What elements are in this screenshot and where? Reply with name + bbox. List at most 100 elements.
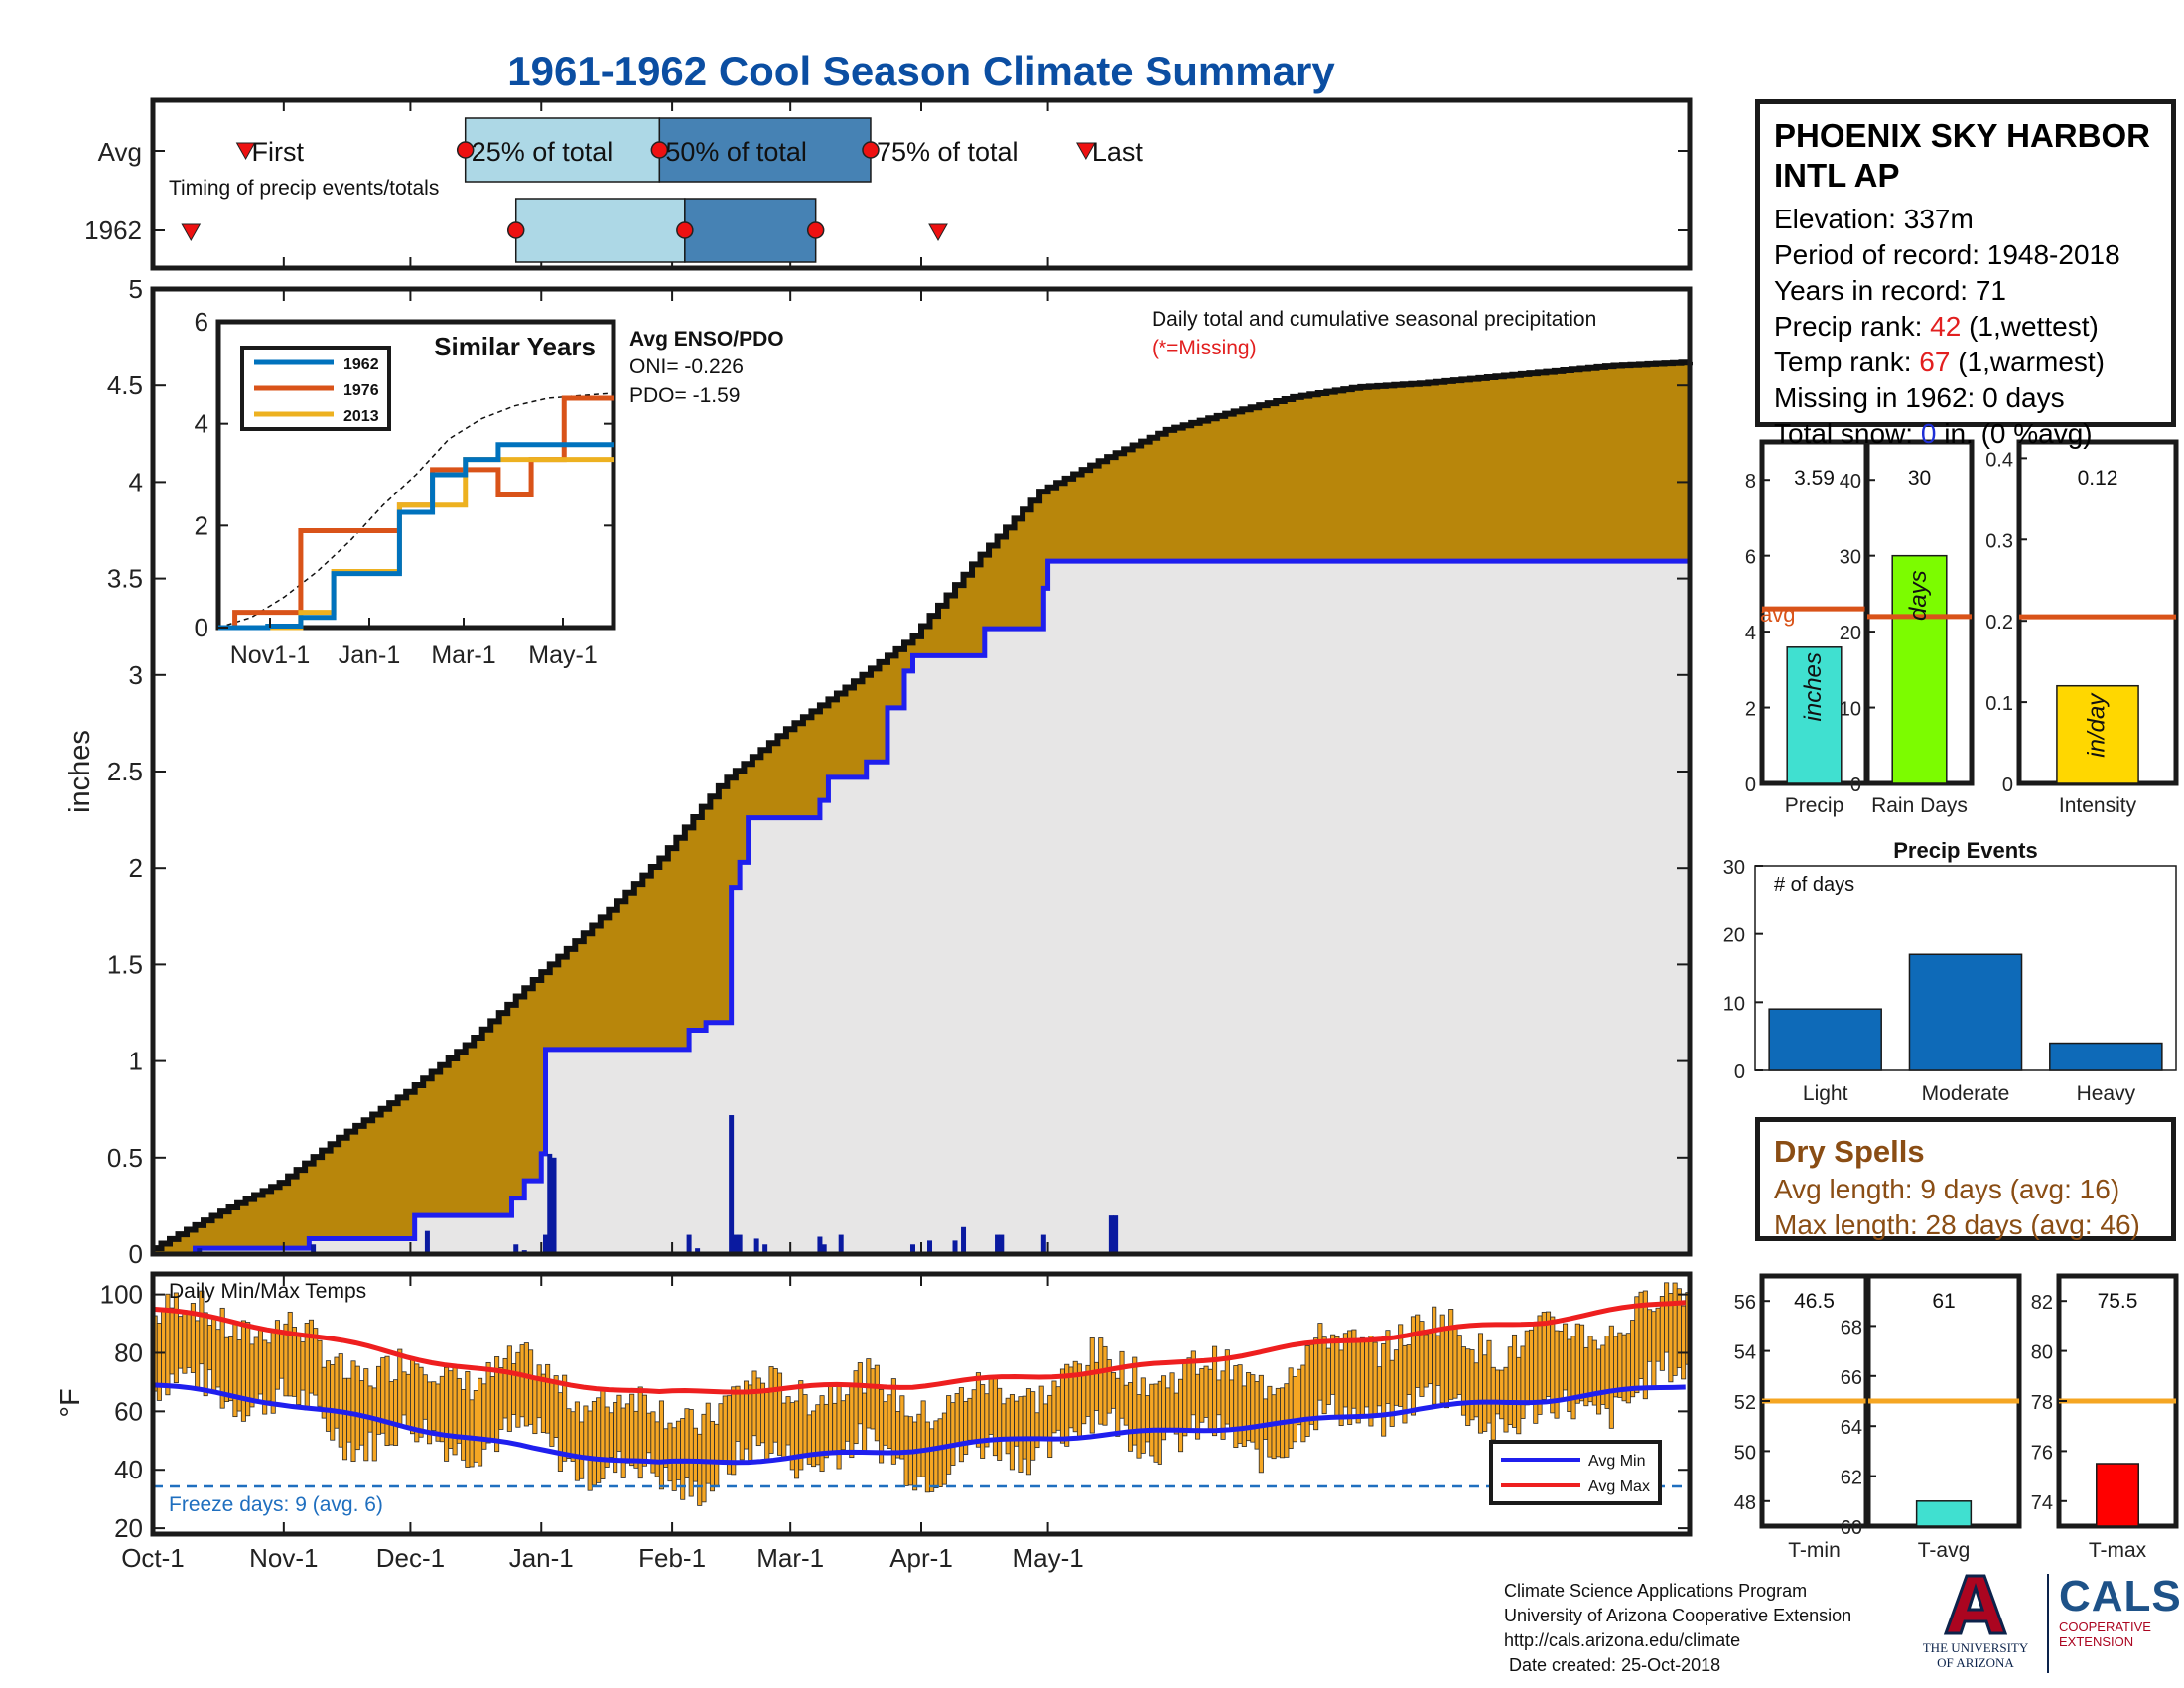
daily-temp-bar	[1030, 1391, 1036, 1461]
daily-temp-bar	[768, 1366, 774, 1454]
daily-temp-bar	[1263, 1398, 1269, 1440]
daily-temp-bar	[1144, 1395, 1151, 1443]
daily-temp-bar	[714, 1423, 720, 1486]
precip-unit-label: inches	[1800, 652, 1827, 721]
avg-label: avg	[1760, 602, 1795, 627]
legend-avg-max: Avg Max	[1588, 1478, 1650, 1495]
precip-events-category: Heavy	[2077, 1082, 2136, 1105]
dry-spells-box: Dry Spells Avg length: 9 days (avg: 16) …	[1755, 1117, 2176, 1241]
daily-temp-bar	[1668, 1293, 1674, 1383]
avg-50-marker	[650, 141, 669, 159]
daily-temp-bar	[1001, 1403, 1007, 1440]
daily-temp-bar	[566, 1408, 572, 1459]
similar-xtick-label: Nov1-1	[230, 641, 311, 669]
main-precip-chart: 0 0.5 1 1.5 2 2.5 3 3.5 4 4.5 5 inches Daily total…	[65, 274, 1693, 1269]
daily-temp-bar	[1456, 1335, 1462, 1395]
enso-title: Avg ENSO/PDO	[629, 328, 784, 351]
precip-ytick-label: 2	[1745, 699, 1756, 721]
precip-rank: Precip rank: 42 (1,wettest)	[1774, 311, 2099, 342]
daily-temp-bar	[452, 1365, 458, 1456]
year-25-marker	[506, 221, 525, 239]
daily-temp-bar	[587, 1410, 593, 1491]
daily-temp-bar	[1098, 1337, 1104, 1425]
daily-temp-bar	[228, 1336, 234, 1402]
daily-temp-bar	[1511, 1334, 1518, 1428]
daily-temp-bar	[279, 1330, 285, 1379]
daily-temp-bar	[384, 1355, 390, 1447]
daily-precip-bar	[999, 1234, 1005, 1254]
daily-temp-bar	[637, 1386, 643, 1479]
missing-note: (*=Missing)	[1152, 337, 1257, 359]
daily-temp-bar	[253, 1336, 259, 1402]
daily-temp-bar	[629, 1393, 635, 1467]
tavg-ytick-label: 64	[1841, 1417, 1862, 1439]
daily-temp-bar	[287, 1311, 293, 1397]
credit-program: Climate Science Applications Program	[1504, 1581, 1808, 1601]
daily-temp-bar	[1051, 1380, 1057, 1434]
daily-temp-bar	[684, 1408, 690, 1478]
daily-temp-bar	[1123, 1384, 1129, 1426]
daily-temp-bar	[1494, 1369, 1501, 1415]
similar-xtick-label: Mar-1	[431, 641, 495, 669]
month-tick-label: Feb-1	[638, 1543, 706, 1573]
daily-temp-bar	[1072, 1360, 1078, 1433]
daily-temp-bar	[1482, 1354, 1488, 1432]
tmax-ytick-label: 78	[2031, 1392, 2053, 1414]
precip-events-bar	[1768, 1008, 1882, 1071]
summary-bar-charts: 3.59 inches Precip 0 2 4 6 8 avg 30 days Rain Days 0…	[1745, 439, 2179, 817]
similar-years-title: Similar Years	[434, 332, 596, 361]
month-tick-label: Mar-1	[756, 1543, 824, 1573]
daily-temp-bar	[849, 1384, 855, 1459]
daily-temp-bar	[1207, 1368, 1213, 1433]
similar-ytick-label: 6	[195, 307, 208, 337]
daily-temp-bar	[751, 1370, 757, 1437]
daily-temp-bar	[739, 1391, 745, 1461]
precip-note: Daily total and cumulative seasonal prec…	[1152, 308, 1596, 331]
daily-precip-bar	[729, 1115, 735, 1254]
daily-temp-bar	[1059, 1368, 1065, 1444]
tavg-ytick-label: 66	[1841, 1367, 1862, 1389]
daily-temp-bar	[1308, 1343, 1314, 1425]
daily-temp-bar	[1267, 1385, 1273, 1458]
daily-precip-bar	[817, 1236, 823, 1254]
main-ylabel: inches	[65, 730, 96, 813]
dry-max-length: Max length: 28 days (avg: 46)	[1774, 1209, 2140, 1240]
daily-temp-bar	[1659, 1296, 1665, 1371]
daily-temp-bar	[439, 1375, 445, 1443]
daily-temp-bar	[1110, 1372, 1117, 1409]
daily-temp-bar	[1169, 1372, 1175, 1431]
daily-temp-bar	[1297, 1368, 1302, 1426]
temp-legend	[1489, 1440, 1662, 1505]
tmax-ytick-label: 80	[2031, 1342, 2053, 1364]
daily-temp-bar	[620, 1407, 626, 1478]
daily-temp-bar	[405, 1373, 411, 1427]
daily-temp-bar	[718, 1403, 724, 1462]
station-name: PHOENIX SKY HARBOR INTL AP	[1774, 117, 2150, 194]
daily-temp-bar	[1604, 1336, 1610, 1409]
month-tick-label: Oct-1	[121, 1543, 185, 1573]
daily-temp-bar	[802, 1394, 808, 1455]
precip-events-bar	[2049, 1042, 2163, 1071]
daily-temp-bar	[616, 1394, 622, 1452]
credit-url[interactable]: http://cals.arizona.edu/climate	[1504, 1630, 1741, 1650]
daily-temp-bar	[1153, 1383, 1159, 1463]
daily-temp-bar	[1469, 1349, 1475, 1421]
daily-precip-bar	[547, 1153, 553, 1254]
daily-temp-bar	[515, 1351, 521, 1428]
year-first-marker	[181, 223, 202, 242]
daily-temp-bar	[1241, 1385, 1247, 1447]
daily-precip-bar	[821, 1244, 827, 1254]
daily-temp-bar	[937, 1418, 943, 1488]
year-50-marker	[676, 221, 694, 239]
precip-events-chart: Precip Events # of days Light Moderate Heavy…	[1723, 838, 2177, 1105]
daily-temp-bar	[688, 1409, 694, 1497]
month-tick-label: Dec-1	[376, 1543, 445, 1573]
daily-temp-bar	[1119, 1350, 1125, 1419]
main-ytick-label: 2	[129, 853, 143, 883]
main-ytick-label: 4	[129, 467, 143, 496]
daily-temp-bar	[579, 1421, 585, 1479]
main-ytick-label: 0	[129, 1239, 143, 1269]
daily-temp-bar	[1681, 1305, 1687, 1380]
month-tick-label: May-1	[1012, 1543, 1083, 1573]
daily-precip-bar	[838, 1234, 844, 1254]
